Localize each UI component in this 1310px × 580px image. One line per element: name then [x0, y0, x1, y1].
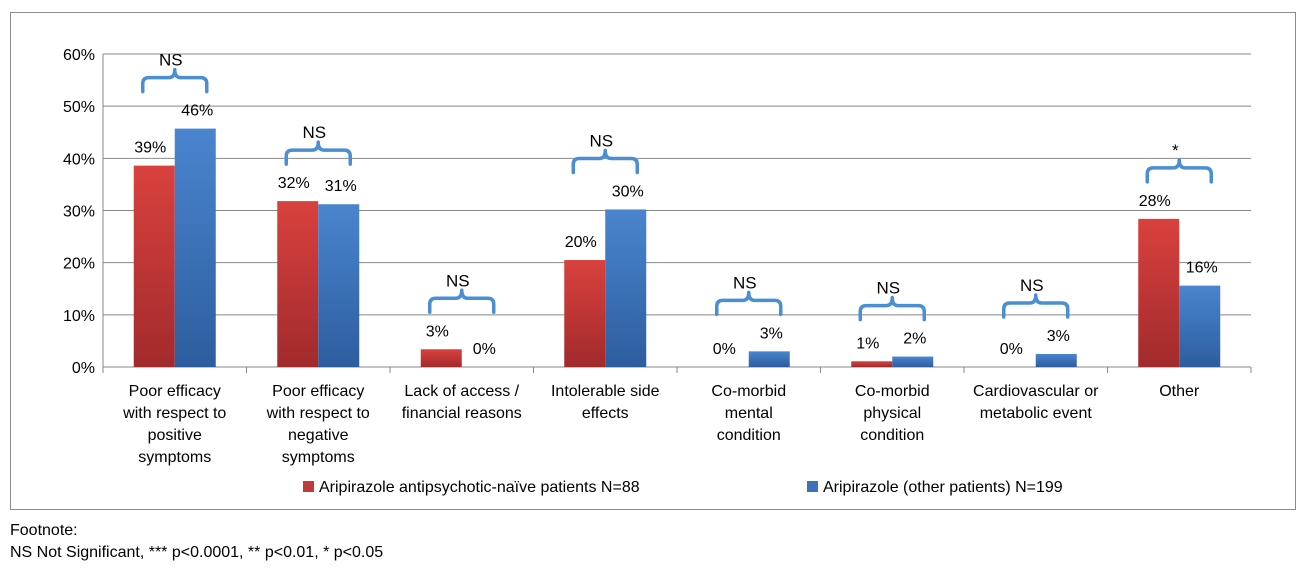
y-tick-label: 40%	[63, 151, 95, 168]
category-label: Poor efficacy	[272, 383, 364, 400]
data-label: 0%	[1000, 341, 1023, 358]
legend-swatch	[303, 481, 314, 492]
y-tick-label: 50%	[63, 99, 95, 116]
category-label: physical	[863, 405, 921, 422]
category-label: Co-morbid	[855, 383, 930, 400]
significance-label: *	[1172, 141, 1179, 160]
data-label: 0%	[713, 341, 736, 358]
significance-label: NS	[589, 131, 613, 150]
y-tick-label: 30%	[63, 204, 95, 221]
significance-brackets: NS NS NS NS NS NS NS *	[141, 51, 1213, 322]
category-label: condition	[717, 427, 781, 444]
category-label: effects	[582, 405, 629, 422]
significance-bracket	[284, 140, 352, 166]
legend-label: Aripirazole antipsychotic-naïve patients…	[319, 479, 640, 496]
category-label: with respect to	[122, 405, 226, 422]
bar-2	[748, 351, 790, 367]
significance-bracket	[1145, 158, 1213, 184]
significance-bracket	[1002, 293, 1070, 319]
category-label: negative	[288, 427, 349, 444]
data-label: 30%	[612, 183, 644, 200]
data-label: 46%	[181, 103, 213, 120]
category-label: Co-morbid	[711, 383, 786, 400]
category-label: symptoms	[282, 449, 355, 466]
significance-label: NS	[876, 279, 900, 298]
data-label: 20%	[565, 234, 597, 251]
data-labels: 39% 46% 32% 31% 3% 0% 20% 30% 0% 3% 1% 2% 0% 3% 28% 16%	[134, 103, 1218, 358]
category-label: Poor efficacy	[129, 383, 221, 400]
category-label: metabolic event	[980, 405, 1093, 422]
legend-label: Aripirazole (other patients) N=199	[823, 479, 1063, 496]
data-label: 31%	[325, 178, 357, 195]
gridlines	[102, 53, 1252, 373]
y-tick-label: 60%	[63, 47, 95, 64]
significance-bracket	[141, 67, 209, 94]
y-tick-label: 0%	[72, 360, 95, 377]
category-label: with respect to	[266, 405, 370, 422]
bar-chart: 0% 10% 20% 30% 40% 50% 60% 39% 46% 32% 31% 3% 0% 20%…	[63, 47, 1252, 496]
category-label: Cardiovascular or	[973, 383, 1099, 400]
legend-swatch	[807, 481, 818, 492]
category-label: symptoms	[138, 449, 211, 466]
bar-2	[1035, 353, 1077, 367]
significance-label: NS	[159, 51, 183, 70]
footnote-heading: Footnote:	[10, 522, 78, 539]
y-axis-ticks: 0% 10% 20% 30% 40% 50% 60%	[63, 47, 95, 377]
significance-bracket	[858, 295, 926, 322]
chart-frame: 0% 10% 20% 30% 40% 50% 60% 39% 46% 32% 31% 3% 0% 20%…	[10, 12, 1296, 510]
bar-2	[605, 209, 647, 367]
bar-1	[1138, 218, 1180, 367]
significance-bracket	[571, 148, 639, 175]
data-label: 39%	[134, 140, 166, 157]
significance-label: NS	[446, 271, 470, 290]
bar-1	[133, 165, 175, 367]
bar-2	[174, 128, 216, 367]
y-tick-label: 10%	[63, 308, 95, 325]
category-label: condition	[860, 427, 924, 444]
data-label: 0%	[473, 341, 496, 358]
bar-1	[420, 349, 462, 367]
data-label: 3%	[760, 325, 783, 342]
data-label: 3%	[426, 323, 449, 340]
bar-1	[851, 361, 893, 367]
bar-2	[892, 356, 934, 367]
bar-1	[564, 260, 606, 367]
category-label: financial reasons	[402, 405, 522, 422]
bar-2	[1179, 285, 1221, 367]
data-label: 1%	[856, 335, 879, 352]
category-label: Lack of access /	[404, 383, 519, 400]
y-tick-label: 20%	[63, 256, 95, 273]
category-label: mental	[725, 405, 773, 422]
significance-label: NS	[1020, 276, 1044, 295]
footnote: Footnote: NS Not Significant, *** p<0.00…	[10, 520, 383, 564]
significance-bracket	[428, 288, 496, 315]
category-labels: Poor efficacy with respect to positive symp…	[122, 383, 1200, 466]
category-label: Intolerable side	[551, 383, 660, 400]
legend: Aripirazole antipsychotic-naïve patients…	[303, 479, 1063, 496]
category-label: Other	[1159, 383, 1200, 400]
significance-label: NS	[302, 123, 326, 142]
category-label: positive	[148, 427, 202, 444]
data-label: 2%	[903, 331, 926, 348]
data-label: 16%	[1186, 260, 1218, 277]
bars	[133, 128, 1221, 367]
footnote-text: NS Not Significant, *** p<0.0001, ** p<0…	[10, 544, 384, 561]
data-label: 3%	[1047, 328, 1070, 345]
bar-1	[277, 201, 319, 367]
bar-2	[318, 204, 360, 367]
data-label: 32%	[278, 175, 310, 192]
significance-label: NS	[733, 273, 757, 292]
data-label: 28%	[1139, 193, 1171, 210]
significance-bracket	[715, 290, 783, 317]
